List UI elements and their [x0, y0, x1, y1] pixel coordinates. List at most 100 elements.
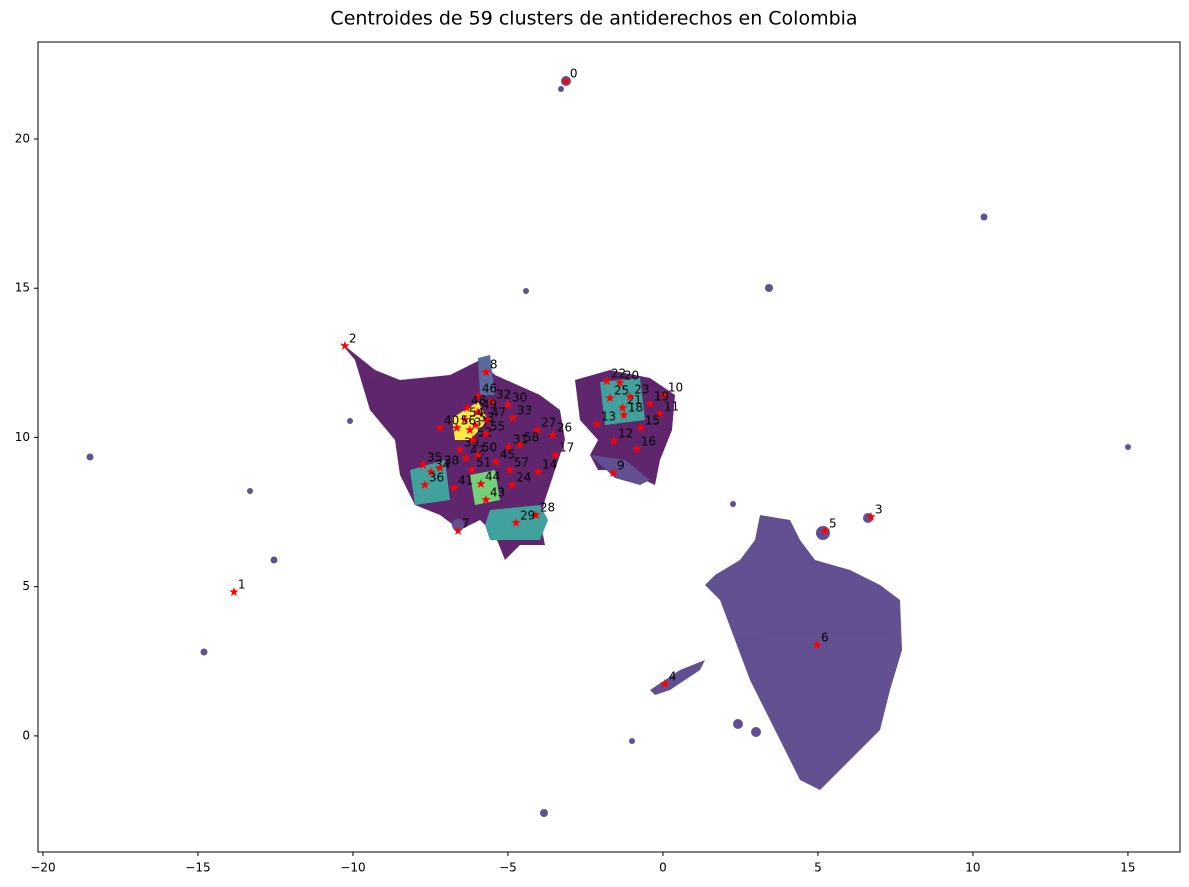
centroid-marker — [435, 422, 445, 432]
centroid-marker — [481, 428, 491, 438]
point-label: 46 — [482, 381, 497, 395]
cloud — [340, 342, 565, 560]
cloud — [410, 460, 450, 505]
centroid-marker — [461, 453, 471, 463]
cloud — [558, 86, 564, 92]
point-label: 31 — [513, 433, 528, 447]
point-label: 12 — [618, 427, 633, 441]
centroid-marker — [491, 456, 501, 466]
x-tick-label: 10 — [965, 861, 980, 875]
cloud — [705, 515, 902, 790]
centroid-marker — [473, 407, 483, 417]
cloud — [751, 727, 761, 737]
centroid-marker — [449, 482, 459, 492]
cloud — [540, 809, 548, 817]
x-tick-label: 0 — [659, 861, 667, 875]
point-label: 14 — [542, 458, 557, 472]
x-tick-label: −10 — [340, 861, 365, 875]
point-label: 5 — [829, 516, 837, 530]
point-label: 30 — [512, 390, 527, 404]
centroid-marker — [533, 467, 543, 477]
point-label: 15 — [645, 413, 660, 427]
point-label: 20 — [624, 368, 639, 382]
centroid-marker — [507, 479, 517, 489]
point-label: 26 — [557, 421, 572, 435]
centroid-marker — [460, 414, 470, 424]
centroid-marker — [505, 464, 515, 475]
point-label: 10 — [668, 381, 683, 395]
point-label: 7 — [462, 516, 470, 530]
x-tick-label: −15 — [185, 861, 210, 875]
centroid-marker — [548, 430, 558, 440]
centroid-marker — [340, 340, 350, 350]
cloud — [347, 418, 353, 424]
centroid-marker — [503, 399, 513, 409]
centroid-marker — [481, 494, 491, 504]
cloud — [733, 719, 743, 729]
cloud — [629, 738, 635, 744]
centroid-marker — [508, 413, 518, 423]
point-label: 19 — [654, 390, 669, 404]
centroid-marker — [659, 390, 669, 400]
centroid-marker — [550, 450, 560, 460]
y-tick-label: 0 — [22, 728, 30, 742]
centroid-marker — [619, 410, 629, 420]
centroid-marker — [467, 464, 477, 475]
cloud — [200, 648, 208, 656]
centroid-marker — [462, 402, 472, 412]
point-label: 22 — [611, 367, 626, 381]
point-label: 43 — [490, 485, 505, 499]
y-tick-label: 10 — [15, 430, 30, 444]
centroid-marker — [866, 511, 876, 521]
centroid-marker — [455, 444, 465, 455]
point-label: 51 — [476, 455, 491, 469]
centroid-marker — [465, 424, 475, 435]
cloud — [600, 378, 645, 425]
centroid-marker — [452, 422, 462, 432]
y-tick-label: 15 — [15, 281, 30, 295]
centroid-marker — [515, 439, 525, 449]
centroid-marker — [531, 510, 541, 520]
cloud — [730, 501, 736, 507]
centroid-marker — [453, 525, 463, 535]
centroid-marker — [418, 459, 428, 469]
point-label: 17 — [559, 441, 574, 455]
centroid-marker — [592, 419, 602, 429]
point-label: 49 — [482, 398, 497, 412]
x-tick-label: 15 — [1120, 861, 1135, 875]
point-label: 45 — [500, 447, 515, 461]
point-label: 24 — [516, 470, 531, 484]
centroid-marker — [645, 399, 655, 409]
centroid-marker — [476, 479, 486, 489]
point-label: 41 — [458, 473, 473, 487]
centroid-marker — [473, 390, 483, 401]
centroid-marker — [820, 525, 830, 535]
point-label: 28 — [540, 501, 555, 515]
point-label: 38 — [444, 453, 459, 467]
point-label: 36 — [429, 470, 444, 484]
point-label: 18 — [628, 401, 643, 415]
centroid-marker — [608, 467, 618, 478]
x-tick-label: −5 — [499, 861, 517, 875]
point-label: 0 — [570, 67, 578, 81]
point-label: 44 — [485, 470, 500, 484]
point-label: 23 — [634, 382, 649, 396]
point-label: 47 — [491, 405, 506, 419]
centroid-marker — [420, 479, 430, 489]
point-label: 29 — [520, 508, 535, 522]
point-label: 25 — [614, 384, 629, 398]
point-label: 50 — [482, 441, 497, 455]
point-label: 33 — [517, 404, 532, 418]
centroid-marker — [511, 517, 521, 527]
point-label: 56 — [461, 413, 476, 427]
point-label: 35 — [427, 450, 442, 464]
centroid-marker — [605, 393, 615, 403]
cloud — [1125, 444, 1131, 450]
chart-title: Centroides de 59 clusters de antiderecho… — [330, 8, 857, 30]
cloud — [478, 355, 495, 395]
centroid-marker — [617, 402, 628, 412]
centroid-marker — [615, 377, 625, 387]
centroid-marker — [636, 422, 646, 432]
cloud — [270, 556, 278, 564]
